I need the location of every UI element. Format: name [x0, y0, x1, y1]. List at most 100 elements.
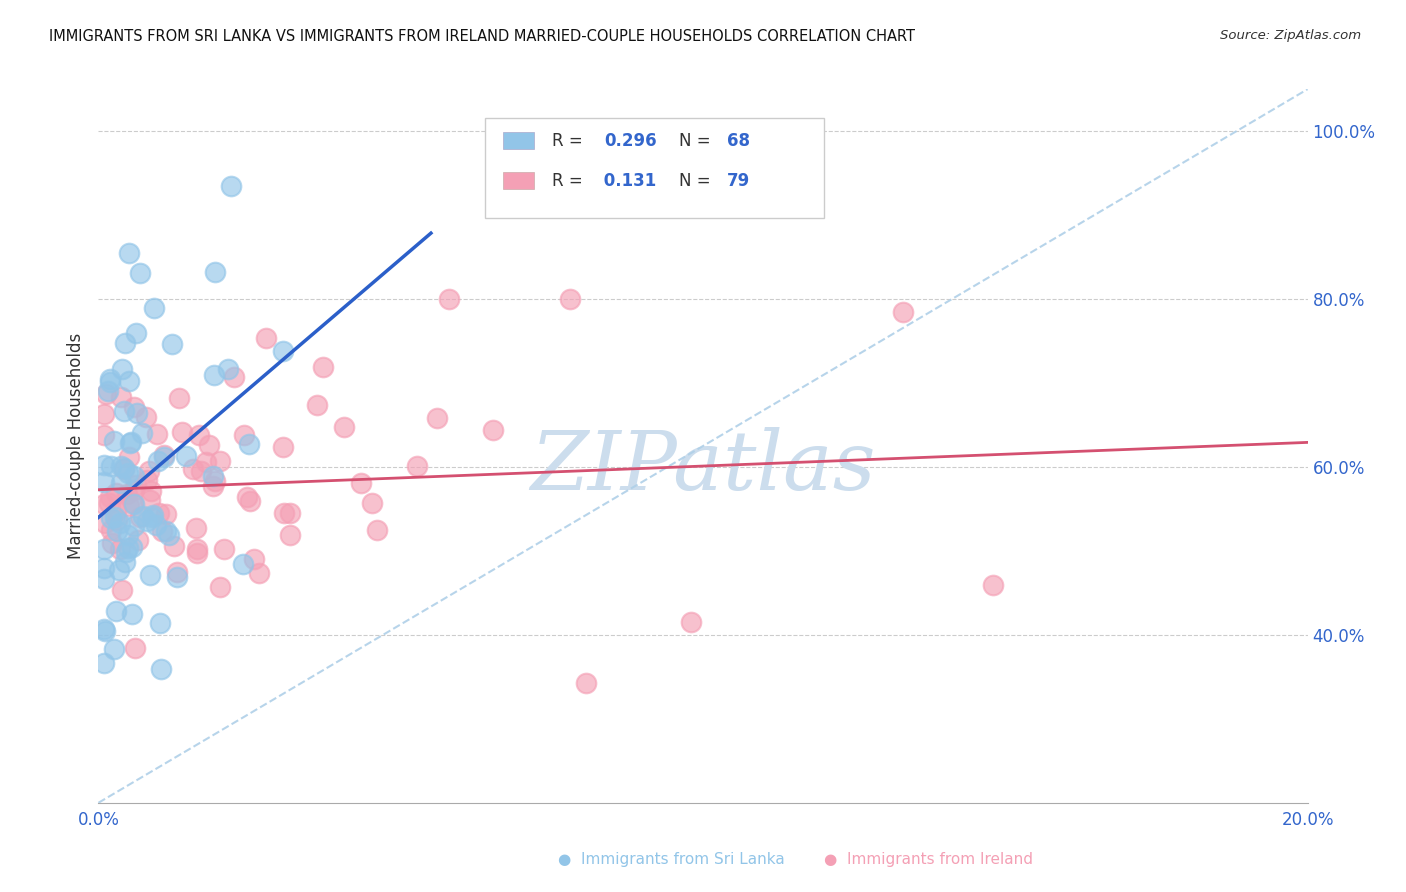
Point — [112, 462, 135, 476]
Point — [93, 657, 115, 671]
Point — [148, 506, 170, 520]
Point — [139, 483, 162, 498]
Point — [188, 428, 211, 442]
Point — [311, 360, 333, 375]
Point — [128, 266, 150, 280]
Point — [118, 375, 141, 389]
Y-axis label: Married-couple Households: Married-couple Households — [66, 333, 84, 559]
Point — [271, 440, 294, 454]
Point — [482, 423, 505, 437]
Point — [166, 570, 188, 584]
Point — [104, 485, 127, 500]
Point — [98, 375, 121, 389]
Point — [239, 494, 262, 508]
Point — [167, 391, 190, 405]
Point — [204, 265, 226, 279]
Point — [93, 560, 115, 574]
Point — [121, 607, 143, 622]
Point — [166, 565, 188, 579]
Point — [201, 479, 224, 493]
Point — [238, 437, 260, 451]
Point — [217, 361, 239, 376]
Point — [176, 449, 198, 463]
Text: 79: 79 — [727, 171, 751, 189]
Point — [104, 504, 127, 518]
Point — [125, 406, 148, 420]
Point — [93, 475, 115, 490]
Point — [93, 622, 115, 636]
Point — [254, 331, 277, 345]
Point — [93, 541, 115, 556]
Point — [110, 476, 132, 491]
Point — [112, 403, 135, 417]
Point — [139, 568, 162, 582]
Point — [118, 450, 141, 464]
Point — [186, 521, 208, 535]
Point — [122, 496, 145, 510]
Point — [360, 496, 382, 510]
Point — [426, 410, 449, 425]
Text: R =: R = — [551, 132, 588, 150]
Point — [155, 507, 177, 521]
Point — [108, 542, 131, 557]
Point — [114, 336, 136, 351]
Point — [94, 516, 117, 530]
Point — [148, 454, 170, 468]
Point — [125, 326, 148, 340]
Point — [197, 438, 219, 452]
Point — [122, 518, 145, 533]
Point — [118, 435, 141, 450]
Point — [98, 372, 121, 386]
Point — [121, 540, 143, 554]
Point — [132, 509, 155, 524]
Point — [558, 292, 581, 306]
Point — [124, 641, 146, 656]
Point — [131, 426, 153, 441]
FancyBboxPatch shape — [485, 118, 824, 218]
Point — [273, 506, 295, 520]
Point — [163, 540, 186, 554]
Point — [143, 301, 166, 315]
Point — [112, 461, 135, 475]
Point — [101, 536, 124, 550]
Point — [575, 675, 598, 690]
Point — [100, 511, 122, 525]
Point — [152, 524, 174, 538]
Point — [115, 487, 138, 501]
Point — [366, 523, 388, 537]
Point — [142, 508, 165, 522]
Point — [679, 615, 702, 630]
Point — [115, 545, 138, 559]
Point — [222, 369, 245, 384]
Text: Source: ZipAtlas.com: Source: ZipAtlas.com — [1220, 29, 1361, 42]
Point — [136, 473, 159, 487]
Text: N =: N = — [679, 171, 716, 189]
Point — [117, 541, 139, 555]
Text: 0.296: 0.296 — [603, 132, 657, 150]
Point — [145, 518, 167, 533]
Text: N =: N = — [679, 132, 716, 150]
Point — [170, 425, 193, 439]
Point — [93, 408, 115, 422]
Point — [93, 458, 115, 472]
Point — [110, 516, 132, 530]
Point — [271, 343, 294, 358]
Point — [186, 542, 208, 557]
Point — [136, 514, 159, 528]
Point — [117, 499, 139, 513]
Point — [118, 246, 141, 260]
Point — [110, 362, 132, 376]
Point — [186, 546, 208, 560]
Point — [232, 557, 254, 571]
Point — [103, 434, 125, 448]
Point — [278, 506, 301, 520]
FancyBboxPatch shape — [503, 132, 534, 150]
Point — [110, 458, 132, 473]
Point — [208, 454, 231, 468]
Point — [190, 464, 212, 478]
Text: IMMIGRANTS FROM SRI LANKA VS IMMIGRANTS FROM IRELAND MARRIED-COUPLE HOUSEHOLDS C: IMMIGRANTS FROM SRI LANKA VS IMMIGRANTS … — [49, 29, 915, 44]
Point — [204, 368, 226, 383]
Point — [120, 435, 142, 450]
Point — [122, 483, 145, 498]
Point — [93, 428, 115, 442]
